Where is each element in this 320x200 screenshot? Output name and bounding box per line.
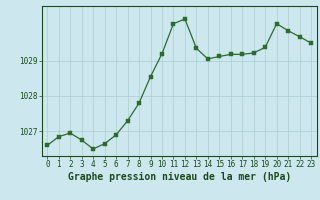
X-axis label: Graphe pression niveau de la mer (hPa): Graphe pression niveau de la mer (hPa) [68, 172, 291, 182]
